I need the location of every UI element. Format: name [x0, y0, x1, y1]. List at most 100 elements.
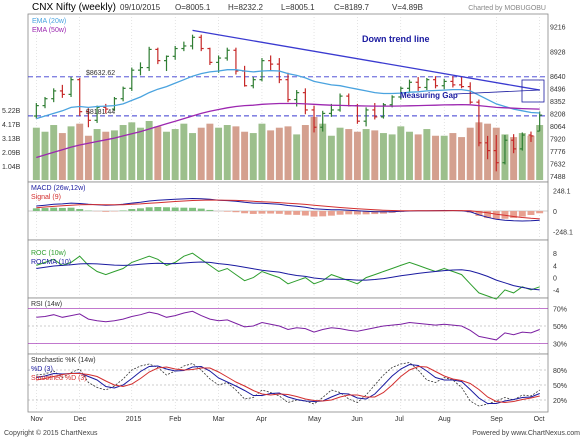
x-tick-label: Nov	[30, 416, 43, 423]
x-tick-label: 2015	[126, 416, 142, 423]
volume-tick-label: 1.04B	[2, 164, 21, 171]
macd-hist-bar	[493, 211, 500, 219]
x-tick-label: Jul	[395, 416, 404, 423]
volume-tick-label: 2.09B	[2, 150, 21, 157]
price-tick-label: 7920	[550, 136, 566, 143]
annotation-downtrend: Down trend line	[362, 34, 430, 44]
x-tick-label: May	[308, 416, 322, 423]
price-tick-label: 8208	[550, 112, 566, 119]
volume-bar	[189, 133, 196, 180]
volume-bar	[363, 129, 370, 180]
volume-bar	[302, 125, 309, 180]
macd-hist-bar	[354, 211, 361, 214]
volume-bar	[76, 124, 83, 180]
legend-ema50: EMA (50w)	[32, 27, 66, 34]
volume-bar	[154, 126, 161, 180]
volume-bar	[276, 128, 283, 180]
price-tick-label: 8640	[550, 74, 566, 81]
volume-bar	[449, 133, 456, 180]
volume-bar	[120, 125, 127, 180]
macd-hist-bar	[102, 211, 109, 212]
macd-hist-bar	[76, 209, 83, 211]
legend-rocma: ROCMA (10)	[31, 259, 71, 266]
macd-hist-bar	[50, 208, 57, 211]
volume-bar	[241, 132, 248, 180]
volume-bar	[128, 122, 135, 180]
volume-bar	[371, 130, 378, 180]
volume-bar	[458, 137, 465, 180]
volume-bar	[198, 128, 205, 180]
x-tick-label: Dec	[74, 416, 87, 423]
volume-bar	[172, 129, 179, 180]
ohlc-open: O=8005.1	[175, 3, 211, 12]
macd-hist-bar	[276, 211, 283, 214]
macd-hist-bar	[120, 210, 127, 211]
volume-bar	[354, 132, 361, 180]
volume-bar	[224, 125, 231, 180]
macd-hist-bar	[42, 208, 49, 211]
price-tick-label: 8352	[550, 99, 566, 106]
volume-bar	[319, 124, 326, 180]
price-tick-label: 8928	[550, 49, 566, 56]
macd-hist-bar	[241, 211, 248, 213]
volume-bar	[397, 126, 404, 180]
legend-stoch-sd: Smoothed %D (3)	[31, 375, 87, 382]
macd-hist-bar	[137, 208, 144, 211]
macd-hist-bar	[311, 211, 318, 217]
macd-tick-label: 0	[553, 209, 557, 216]
volume-bar	[467, 128, 474, 180]
macd-hist-bar	[163, 207, 170, 211]
roc-tick-label: 0	[553, 276, 557, 283]
ohlc-volume: V=4.89B	[392, 3, 423, 12]
volume-bar	[215, 128, 222, 180]
volume-bar	[285, 126, 292, 180]
annotation-gap: Measuring Gap	[400, 91, 458, 100]
macd-hist-bar	[345, 211, 352, 214]
macd-hist-bar	[232, 211, 239, 212]
volume-bar	[258, 124, 265, 180]
price-tick-label: 9216	[550, 24, 566, 31]
macd-tick-label: -248.1	[553, 230, 573, 237]
legend-stoch-d: %D (3)	[31, 366, 53, 373]
volume-bar	[180, 124, 187, 180]
legend-ema20: EMA (20w)	[32, 18, 66, 25]
x-tick-label: Aug	[438, 416, 451, 423]
reference-label: $8632.62	[86, 70, 115, 77]
macd-hist-bar	[59, 208, 66, 211]
volume-bar	[206, 124, 213, 180]
roc-tick-label: 8	[553, 251, 557, 258]
macd-tick-label: 248.1	[553, 188, 571, 195]
roc-tick-label: 4	[553, 263, 557, 270]
x-tick-label: Apr	[256, 416, 268, 423]
x-tick-label: Feb	[169, 416, 181, 423]
footer-copyright: Copyright © 2015 ChartNexus	[4, 429, 98, 437]
macd-hist-bar	[198, 209, 205, 211]
price-tick-label: 7776	[550, 149, 566, 156]
price-tick-label: 7488	[550, 174, 566, 181]
volume-bar	[33, 128, 40, 180]
rsi-tick-label: 30%	[553, 341, 567, 348]
volume-tick-label: 5.22B	[2, 108, 21, 115]
price-tick-label: 8496	[550, 87, 566, 94]
volume-bar	[406, 132, 413, 180]
stoch-tick-label: 20%	[553, 398, 567, 405]
volume-tick-label: 3.13B	[2, 136, 21, 143]
macd-hist-bar	[206, 210, 213, 211]
macd-hist-bar	[302, 211, 309, 216]
ohlc-low: L=8005.1	[281, 3, 315, 12]
volume-tick-label: 4.17B	[2, 122, 21, 129]
ohlc-close: C=8189.7	[334, 3, 369, 12]
x-tick-label: Oct	[534, 416, 545, 423]
volume-bar	[536, 125, 543, 180]
x-tick-label: Jun	[351, 416, 362, 423]
volume-bar	[232, 126, 239, 180]
chart-date: 09/10/2015	[120, 3, 161, 12]
macd-hist-bar	[146, 207, 153, 211]
macd-hist-bar	[285, 211, 292, 215]
macd-hist-bar	[319, 211, 326, 216]
legend-roc: ROC (10w)	[31, 250, 66, 257]
legend-macd: MACD (26w,12w)	[31, 185, 85, 192]
macd-hist-bar	[328, 211, 335, 216]
volume-bar	[528, 136, 535, 180]
